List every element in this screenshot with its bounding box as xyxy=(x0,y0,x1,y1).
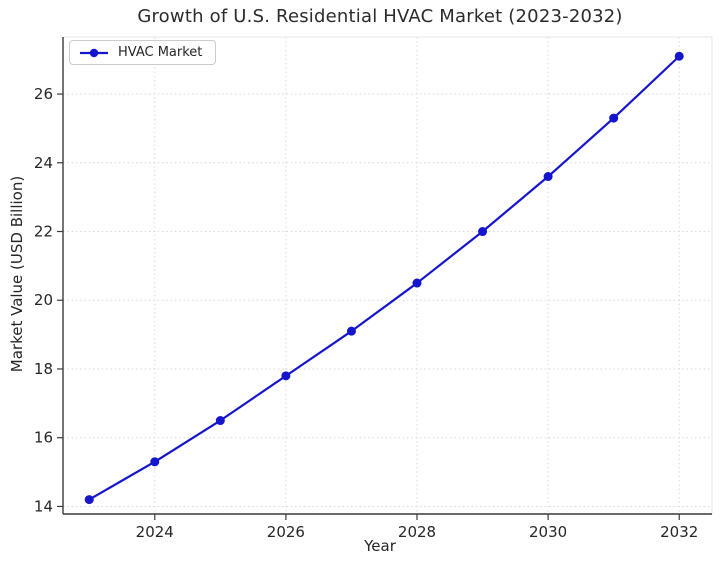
svg-text:2024: 2024 xyxy=(136,523,174,541)
svg-text:20: 20 xyxy=(34,291,53,309)
svg-text:2032: 2032 xyxy=(660,523,698,541)
legend: HVAC Market xyxy=(69,40,217,65)
svg-text:2028: 2028 xyxy=(398,523,436,541)
svg-text:16: 16 xyxy=(34,429,53,447)
data-point-marker xyxy=(150,457,160,467)
y-axis-ticks: 14 16 18 20 22 24 26 xyxy=(34,85,63,515)
svg-text:24: 24 xyxy=(34,154,53,172)
legend-line-marker-icon xyxy=(80,48,108,57)
data-point-marker xyxy=(346,326,356,336)
data-point-marker xyxy=(412,278,422,288)
svg-text:18: 18 xyxy=(34,360,53,378)
y-axis-label: Market Value (USD Billion) xyxy=(8,175,26,373)
svg-text:14: 14 xyxy=(34,497,53,515)
legend-label: HVAC Market xyxy=(118,45,203,60)
data-point-marker xyxy=(674,51,684,61)
x-axis-ticks: 2024 2026 2028 2030 2032 xyxy=(136,514,698,541)
data-point-marker xyxy=(478,227,488,237)
data-point-marker xyxy=(609,113,619,123)
x-axis-label: Year xyxy=(364,537,396,555)
svg-text:26: 26 xyxy=(34,85,53,103)
data-point-marker xyxy=(215,416,225,426)
svg-text:2030: 2030 xyxy=(529,523,567,541)
series-hvac-market xyxy=(84,51,684,505)
data-point-marker xyxy=(543,172,553,182)
svg-text:2026: 2026 xyxy=(267,523,305,541)
gridlines xyxy=(63,37,712,514)
chart-title: Growth of U.S. Residential HVAC Market (… xyxy=(137,6,623,27)
axes-spines xyxy=(62,36,713,515)
data-point-marker xyxy=(281,371,291,381)
svg-text:22: 22 xyxy=(34,223,53,241)
data-point-marker xyxy=(84,495,94,505)
